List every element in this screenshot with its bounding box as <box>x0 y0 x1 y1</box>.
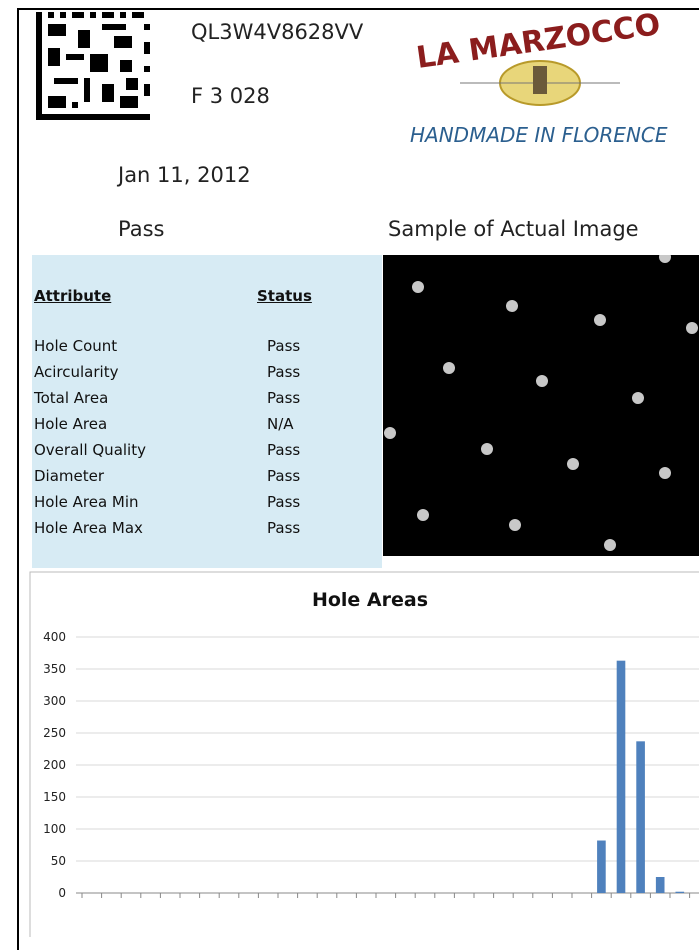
y-tick-label: 100 <box>43 822 66 836</box>
bar <box>675 892 684 893</box>
y-tick-label: 350 <box>43 662 66 676</box>
chart-title: Hole Areas <box>312 589 428 611</box>
y-tick-label: 150 <box>43 790 66 804</box>
bar <box>656 877 665 893</box>
y-tick-label: 300 <box>43 694 66 708</box>
chart: Hole Areas 0 50 100 150 200 250 300 350 400 <box>0 0 699 937</box>
page: QL3W4V8628VV F 3 028 LA MARZOCCO HANDMAD… <box>0 0 699 937</box>
y-tick-label: 400 <box>43 630 66 644</box>
y-tick-label: 250 <box>43 726 66 740</box>
y-tick-label: 200 <box>43 758 66 772</box>
bar <box>636 741 645 893</box>
bar <box>597 841 606 893</box>
y-tick-label: 0 <box>58 886 66 900</box>
y-tick-label: 50 <box>51 854 66 868</box>
bar <box>617 661 626 893</box>
